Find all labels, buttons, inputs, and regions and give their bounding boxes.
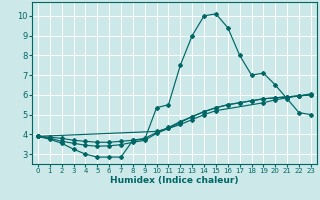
X-axis label: Humidex (Indice chaleur): Humidex (Indice chaleur) [110,176,239,185]
